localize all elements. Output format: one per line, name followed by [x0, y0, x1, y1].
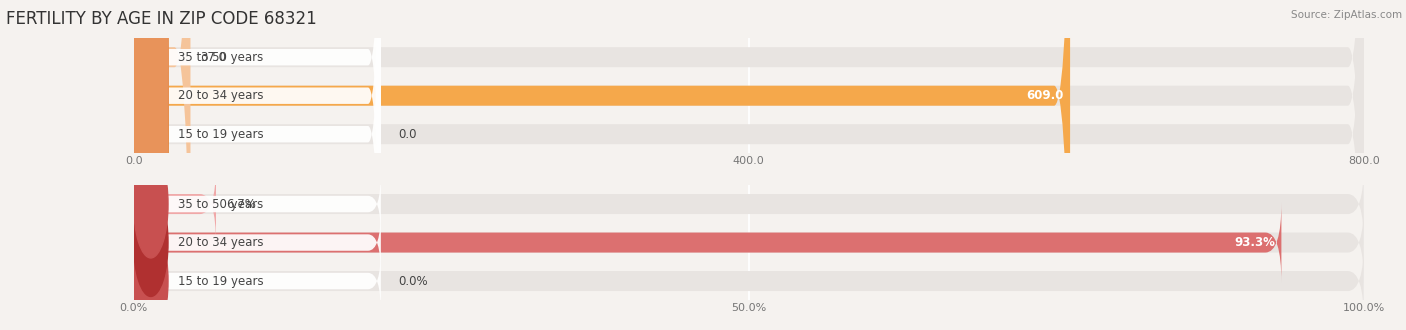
Circle shape: [134, 0, 169, 330]
Text: 35 to 50 years: 35 to 50 years: [177, 51, 263, 64]
FancyBboxPatch shape: [134, 203, 1281, 282]
Text: 15 to 19 years: 15 to 19 years: [177, 275, 263, 287]
FancyBboxPatch shape: [135, 0, 381, 330]
Circle shape: [134, 150, 169, 258]
Circle shape: [134, 189, 169, 296]
FancyBboxPatch shape: [134, 241, 1364, 321]
Text: 93.3%: 93.3%: [1234, 236, 1275, 249]
Text: 37.0: 37.0: [200, 51, 226, 64]
FancyBboxPatch shape: [134, 164, 1364, 244]
FancyBboxPatch shape: [134, 0, 190, 330]
Text: FERTILITY BY AGE IN ZIP CODE 68321: FERTILITY BY AGE IN ZIP CODE 68321: [6, 10, 316, 28]
Text: 6.7%: 6.7%: [226, 198, 256, 211]
FancyBboxPatch shape: [135, 249, 381, 313]
Text: 20 to 34 years: 20 to 34 years: [177, 89, 263, 102]
FancyBboxPatch shape: [134, 203, 1364, 282]
Text: 15 to 19 years: 15 to 19 years: [177, 128, 263, 141]
FancyBboxPatch shape: [135, 172, 381, 236]
Text: Source: ZipAtlas.com: Source: ZipAtlas.com: [1291, 10, 1402, 20]
Circle shape: [134, 227, 169, 330]
Text: 35 to 50 years: 35 to 50 years: [177, 198, 263, 211]
Text: 609.0: 609.0: [1026, 89, 1064, 102]
FancyBboxPatch shape: [134, 0, 1364, 330]
FancyBboxPatch shape: [135, 0, 381, 330]
Text: 20 to 34 years: 20 to 34 years: [177, 236, 263, 249]
FancyBboxPatch shape: [134, 164, 217, 244]
Circle shape: [134, 0, 169, 330]
FancyBboxPatch shape: [134, 0, 1364, 330]
FancyBboxPatch shape: [135, 0, 381, 330]
FancyBboxPatch shape: [134, 0, 1070, 330]
Text: 0.0%: 0.0%: [398, 275, 427, 287]
Circle shape: [134, 0, 169, 330]
Text: 0.0: 0.0: [398, 128, 416, 141]
FancyBboxPatch shape: [135, 211, 381, 274]
FancyBboxPatch shape: [134, 0, 1364, 330]
